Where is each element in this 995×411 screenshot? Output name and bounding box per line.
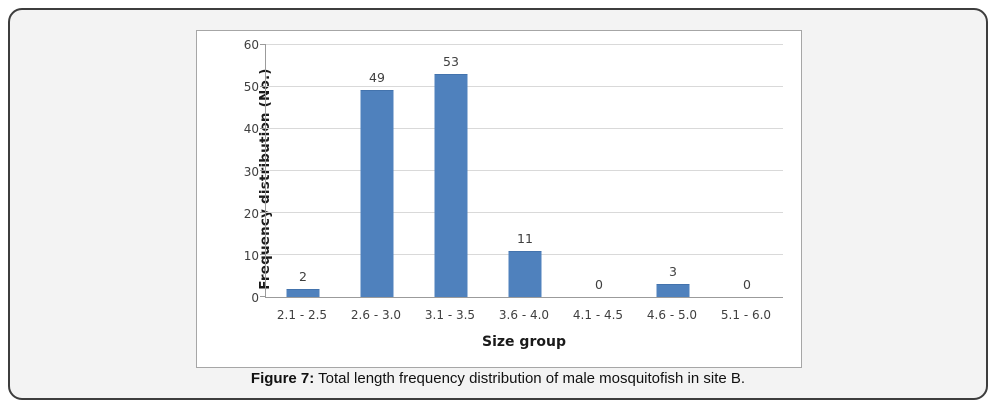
x-tick-label: 2.6 - 3.0 <box>350 308 402 322</box>
category-cell: 49 <box>340 45 414 297</box>
bar-value-label: 3 <box>669 264 677 280</box>
y-axis-tickmark <box>260 254 266 255</box>
x-tick-label: 4.1 - 4.5 <box>572 308 624 322</box>
y-tick-label: 30 <box>243 164 259 179</box>
category-cell: 3 <box>636 45 710 297</box>
bar-value-label: 2 <box>299 268 307 284</box>
x-tick-label: 3.1 - 3.5 <box>424 308 476 322</box>
figure-panel: Frequency distribution (No.) 2 49 53 11 0 3 0 … <box>8 8 988 400</box>
bar-4.6 - 5.0 <box>656 284 690 297</box>
category-cell: 53 <box>414 45 488 297</box>
plot-area: 2 49 53 11 0 3 0 <box>260 44 784 298</box>
y-axis-tickmark <box>260 170 266 171</box>
y-tick-label: 50 <box>243 80 259 95</box>
chart-container: Frequency distribution (No.) 2 49 53 11 0 3 0 … <box>196 30 802 368</box>
category-cell: 2 <box>266 45 340 297</box>
category-cell: 11 <box>488 45 562 297</box>
gridline <box>266 128 783 129</box>
category-cell: 0 <box>710 45 784 297</box>
y-axis-tickmark <box>260 212 266 213</box>
y-axis-tickmark <box>260 296 266 297</box>
bar-3.6 - 4.0 <box>508 250 542 297</box>
y-tick-label: 0 <box>251 291 259 305</box>
y-tick-label: 60 <box>243 38 259 52</box>
gridline <box>266 44 783 45</box>
figure-caption-text: Total length frequency distribution of m… <box>314 370 746 387</box>
gridline <box>266 212 783 213</box>
y-axis-tickmark <box>260 128 266 129</box>
bar-value-label: 53 <box>443 53 459 69</box>
y-tick-label: 10 <box>243 248 259 263</box>
bar-value-label: 0 <box>595 277 603 292</box>
bar-3.1 - 3.5 <box>434 73 468 297</box>
y-axis-tickmark <box>260 44 266 45</box>
y-tick-label: 20 <box>243 206 259 221</box>
x-tick-label: 4.6 - 5.0 <box>646 308 698 322</box>
gridline <box>266 86 783 87</box>
bar-value-label: 0 <box>743 277 751 292</box>
gridline <box>266 170 783 171</box>
y-tick-label: 40 <box>243 122 259 137</box>
bar-2.1 - 2.5 <box>286 288 320 297</box>
figure-caption-label: Figure 7: <box>250 370 315 387</box>
x-tick-label: 5.1 - 6.0 <box>720 308 772 322</box>
bar-value-label: 49 <box>369 70 385 86</box>
x-axis-tick-labels: 2.1 - 2.5 2.6 - 3.0 3.1 - 3.5 3.6 - 4.0 4.1 … <box>265 308 783 324</box>
category-cell: 0 <box>562 45 636 297</box>
bar-2.6 - 3.0 <box>360 90 394 297</box>
x-tick-label: 3.6 - 4.0 <box>498 308 550 322</box>
figure-caption: Figure 7: Total length frequency distrib… <box>10 370 986 387</box>
x-tick-label: 2.1 - 2.5 <box>276 308 328 322</box>
bar-value-label: 11 <box>517 230 533 246</box>
y-axis-tickmark <box>260 86 266 87</box>
x-axis-title: Size group <box>482 334 566 350</box>
